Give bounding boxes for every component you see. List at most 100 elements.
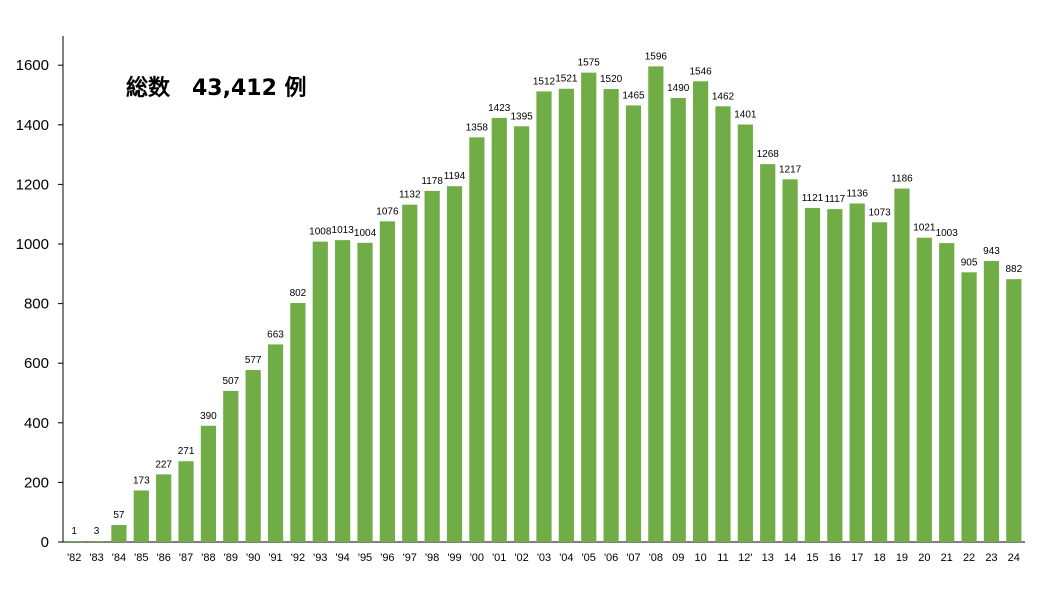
data-label: 882 <box>1005 264 1022 275</box>
bar <box>357 242 373 542</box>
bar <box>648 66 664 542</box>
bar <box>894 188 910 542</box>
data-label: 390 <box>200 411 217 422</box>
data-label: 1596 <box>645 51 668 62</box>
bar <box>939 243 955 543</box>
x-tick-label: 18 <box>873 552 885 564</box>
bar <box>715 106 731 542</box>
bar <box>469 137 485 542</box>
x-tick-label: 21 <box>941 552 953 564</box>
bars <box>66 66 1022 543</box>
x-tick-label: 24 <box>1008 552 1020 564</box>
y-tick-label: 1600 <box>16 57 49 74</box>
data-label: 1136 <box>846 188 868 199</box>
x-tick-label: '96 <box>380 552 394 564</box>
bar <box>66 541 82 542</box>
x-tick-label: 16 <box>829 552 841 564</box>
data-label: 943 <box>983 246 1000 257</box>
bar <box>871 222 888 542</box>
bar <box>536 91 552 543</box>
bar <box>514 126 530 542</box>
bar <box>267 344 284 542</box>
x-tick-label: '85 <box>134 552 148 564</box>
bar <box>290 303 306 542</box>
bar <box>88 541 105 542</box>
x-tick-label: '01 <box>492 552 506 564</box>
bar <box>111 525 127 542</box>
y-axis: 0 200 400 600 800 1000 1200 1400 1600 <box>16 36 64 551</box>
bar <box>491 117 507 542</box>
x-tick-label: '87 <box>179 552 193 564</box>
data-label: 1003 <box>936 228 959 239</box>
x-tick-label: 11 <box>717 552 728 564</box>
data-label: 802 <box>290 288 307 299</box>
bar <box>178 461 194 542</box>
data-label: 1004 <box>354 228 377 239</box>
x-tick-label: '04 <box>559 552 573 564</box>
bar <box>670 97 686 542</box>
x-tick-label: '99 <box>447 552 461 564</box>
data-label: 1575 <box>578 58 601 69</box>
bar <box>581 72 597 543</box>
bar <box>379 221 395 542</box>
y-tick-label: 1400 <box>16 117 49 134</box>
y-tick-label: 1200 <box>16 176 49 193</box>
data-label: 1117 <box>824 194 845 205</box>
data-label: 1121 <box>802 193 824 204</box>
y-tick-label: 600 <box>24 355 49 372</box>
x-tick-label: 22 <box>963 552 975 564</box>
chart-title: 総数 43,412 例 <box>126 76 307 101</box>
x-tick-label: 13 <box>762 552 774 564</box>
data-label: 1401 <box>734 110 757 121</box>
bar <box>245 370 261 542</box>
bar <box>402 204 418 542</box>
bar <box>693 81 709 542</box>
x-tick-label: '90 <box>246 552 260 564</box>
bar <box>782 179 798 542</box>
y-tick-label: 0 <box>41 534 49 551</box>
bar <box>983 260 1000 542</box>
x-tick-label: '95 <box>358 552 372 564</box>
data-label: 1013 <box>332 225 355 236</box>
data-label: 1 <box>71 526 77 537</box>
x-tick-label: '97 <box>403 552 417 564</box>
bar <box>916 237 932 543</box>
bar <box>424 190 440 542</box>
x-tick-label: '07 <box>626 552 640 564</box>
data-label: 1132 <box>399 190 421 201</box>
bar <box>312 241 328 542</box>
x-tick-label: '02 <box>514 552 528 564</box>
x-tick-label: 09 <box>672 552 684 564</box>
bar <box>133 490 149 542</box>
x-tick-label: '08 <box>649 552 663 564</box>
x-tick-label: 20 <box>918 552 930 564</box>
bar <box>625 105 642 543</box>
bar <box>1006 279 1022 542</box>
data-label: 1076 <box>376 206 399 217</box>
x-tick-label: '92 <box>291 552 305 564</box>
x-tick-label: '98 <box>425 552 439 564</box>
x-tick-label: '82 <box>67 552 81 564</box>
x-tick-label: 14 <box>784 552 796 564</box>
data-label: 1008 <box>309 227 332 238</box>
bar <box>603 89 619 542</box>
bar <box>558 88 574 543</box>
data-label: 1073 <box>868 207 891 218</box>
bar <box>737 124 753 542</box>
data-label: 1512 <box>533 76 556 87</box>
y-tick-label: 200 <box>24 474 49 491</box>
bar <box>223 390 239 542</box>
data-label: 577 <box>245 355 262 366</box>
bar <box>156 474 172 542</box>
data-label: 905 <box>961 257 978 268</box>
data-label: 3 <box>94 526 100 537</box>
bar <box>446 186 463 542</box>
data-label: 1521 <box>555 74 578 85</box>
bar <box>804 207 821 542</box>
x-tick-label: '84 <box>112 552 126 564</box>
x-tick-label: '06 <box>604 552 618 564</box>
data-label: 271 <box>178 446 195 457</box>
bar <box>200 425 217 542</box>
